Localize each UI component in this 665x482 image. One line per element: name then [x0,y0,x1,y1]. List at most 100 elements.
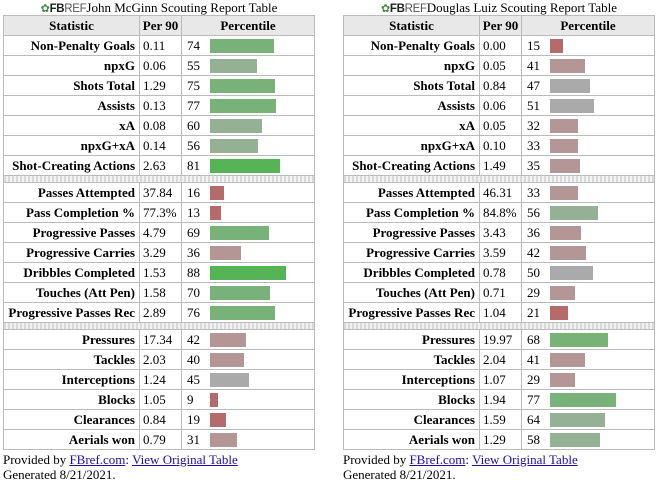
percentile-cell: 47 [522,76,655,96]
fbref-link[interactable]: FBref.com [409,452,466,467]
header-percentile[interactable]: Percentile [182,16,315,36]
percentile-value: 29 [527,372,540,387]
percentile-value: 31 [187,432,200,447]
stat-name: Pressures [4,330,140,350]
stat-name: Clearances [4,410,140,430]
table-header-row: Statistic Per 90 Percentile [344,16,655,36]
fbref-logo: ✿FBREF [381,3,427,15]
per90-value: 37.84 [140,183,182,203]
percentile-cell: 64 [522,410,655,430]
stat-name: Progressive Passes Rec [4,303,140,323]
percentile-bar [550,333,608,347]
per90-value: 0.71 [480,283,522,303]
percentile-value: 50 [527,265,540,280]
stat-name: Blocks [4,390,140,410]
percentile-cell: 29 [522,370,655,390]
percentile-bar [210,79,275,93]
table-row: Pass Completion % 84.8% 56 [344,203,655,223]
stat-name: Interceptions [344,370,480,390]
percentile-value: 13 [187,205,200,220]
header-statistic[interactable]: Statistic [4,16,140,36]
percentile-value: 69 [187,225,200,240]
view-original-table-link[interactable]: View Original Table [132,452,238,467]
percentile-bar [550,266,593,280]
table-caption: ✿FBREFJohn McGinn Scouting Report Table [3,0,315,15]
stat-name: Tackles [344,350,480,370]
table-row: npxG 0.06 55 [4,56,315,76]
percentile-cell: 75 [182,76,315,96]
percentile-bar [550,433,600,447]
header-statistic[interactable]: Statistic [344,16,480,36]
table-row: Assists 0.13 77 [4,96,315,116]
per90-value: 0.00 [480,36,522,56]
percentile-bar [210,99,276,113]
percentile-value: 36 [527,225,540,240]
stat-name: npxG [344,56,480,76]
table-row: Aerials won 0.79 31 [4,430,315,450]
mcginn-panel: ✿FBREFJohn McGinn Scouting Report Table … [3,0,315,482]
percentile-bar [550,139,578,153]
percentile-value: 33 [527,185,540,200]
percentile-value: 16 [187,185,200,200]
percentile-bar [550,119,578,133]
table-row: Shots Total 1.29 75 [4,76,315,96]
table-row: Shot-Creating Actions 1.49 35 [344,156,655,176]
per90-value: 0.05 [480,116,522,136]
per90-value: 1.29 [140,76,182,96]
stat-name: Dribbles Completed [4,263,140,283]
stat-name: Pass Completion % [4,203,140,223]
view-original-table-link[interactable]: View Original Table [472,452,578,467]
percentile-value: 9 [187,392,194,407]
table-row: Assists 0.06 51 [344,96,655,116]
stat-name: xA [4,116,140,136]
percentile-value: 19 [187,412,200,427]
percentile-bar [550,226,581,240]
percentile-cell: 41 [522,56,655,76]
table-row: Shot-Creating Actions 2.63 81 [4,156,315,176]
table-row: Progressive Carries 3.29 36 [4,243,315,263]
percentile-value: 75 [187,78,200,93]
percentile-cell: 58 [522,430,655,450]
percentile-cell: 15 [522,36,655,56]
percentile-bar [550,59,585,73]
table-row: xA 0.08 60 [4,116,315,136]
scouting-table: Statistic Per 90 Percentile Non-Penalty … [3,15,315,450]
percentile-bar [550,393,616,407]
header-per90[interactable]: Per 90 [480,16,522,36]
percentile-bar [550,99,594,113]
percentile-bar [210,353,244,367]
percentile-cell: 33 [522,136,655,156]
stat-name: Non-Penalty Goals [344,36,480,56]
stat-name: Pressures [344,330,480,350]
header-per90[interactable]: Per 90 [140,16,182,36]
per90-value: 2.63 [140,156,182,176]
percentile-value: 35 [527,158,540,173]
percentile-cell: 88 [182,263,315,283]
per90-value: 0.05 [480,56,522,76]
per90-value: 1.05 [140,390,182,410]
table-title: Douglas Luiz Scouting Report Table [426,0,617,15]
stat-name: npxG+xA [4,136,140,156]
per90-value: 46.31 [480,183,522,203]
percentile-value: 47 [527,78,540,93]
percentile-value: 55 [187,58,200,73]
table-row: Dribbles Completed 1.53 88 [4,263,315,283]
per90-value: 1.94 [480,390,522,410]
fbref-link[interactable]: FBref.com [69,452,126,467]
percentile-value: 56 [527,205,540,220]
table-title: John McGinn Scouting Report Table [86,0,278,15]
stat-name: Progressive Carries [344,243,480,263]
header-percentile[interactable]: Percentile [522,16,655,36]
stat-name: Shot-Creating Actions [344,156,480,176]
per90-value: 3.29 [140,243,182,263]
group-separator [4,176,315,183]
percentile-cell: 13 [182,203,315,223]
table-row: Blocks 1.05 9 [4,390,315,410]
per90-value: 0.06 [480,96,522,116]
table-row: Clearances 1.59 64 [344,410,655,430]
percentile-bar [550,373,575,387]
percentile-bar [210,159,280,173]
percentile-cell: 81 [182,156,315,176]
table-row: Progressive Carries 3.59 42 [344,243,655,263]
percentile-cell: 36 [182,243,315,263]
